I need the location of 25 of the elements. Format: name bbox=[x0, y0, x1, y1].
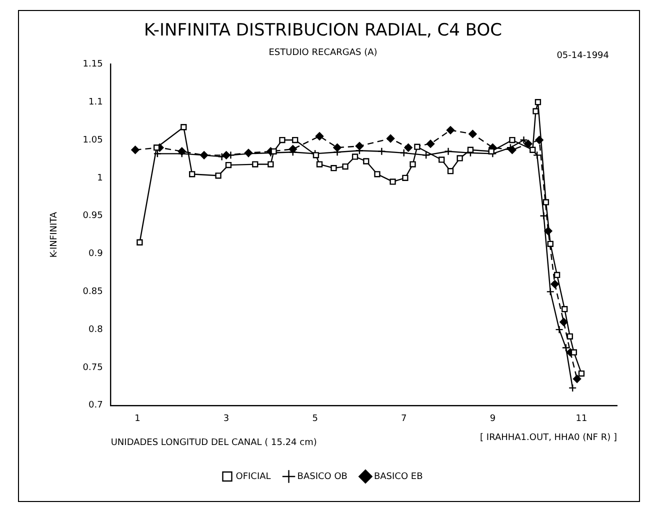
y-tick-label: 1.05 bbox=[82, 135, 103, 146]
chart-title: K-INFINITA DISTRIBUCION RADIAL, C4 BOC bbox=[144, 20, 502, 41]
y-tick-label: 0.85 bbox=[82, 287, 103, 298]
x-tick-label: 5 bbox=[312, 414, 318, 424]
legend-label: OFICIAL bbox=[236, 472, 271, 482]
chart-subtitle: ESTUDIO RECARGAS (A) bbox=[268, 48, 378, 58]
text: 05-14-1994 bbox=[556, 51, 610, 62]
y-tick-label: 0.9 bbox=[88, 249, 104, 260]
x-tick-label: 3 bbox=[223, 414, 230, 424]
y-tick-label: 0.95 bbox=[82, 211, 103, 222]
legend-label: BASICO OB bbox=[297, 472, 348, 482]
y-tick-label: 1.1 bbox=[88, 97, 103, 108]
x-tick-label: 7 bbox=[401, 414, 407, 424]
y-axis-title: K-INFINITA bbox=[50, 211, 60, 258]
text: [ IRAHHA1.OUT, HHA0 (NF R) ] bbox=[480, 433, 617, 444]
x-tick-label: 1 bbox=[134, 414, 140, 424]
x-tick-label: 11 bbox=[576, 414, 588, 424]
legend-label: BASICO EB bbox=[374, 472, 423, 482]
y-tick-label: 0.8 bbox=[88, 324, 104, 335]
y-tick-label: 1.15 bbox=[82, 60, 103, 70]
y-tick-label: 1 bbox=[97, 173, 103, 184]
y-tick-label: 0.75 bbox=[82, 362, 103, 373]
y-tick-label: 0.7 bbox=[88, 400, 103, 411]
x-tick-label: 9 bbox=[490, 414, 496, 424]
x-axis-title: UNIDADES LONGITUD DEL CANAL ( 15.24 cm) bbox=[110, 438, 317, 448]
